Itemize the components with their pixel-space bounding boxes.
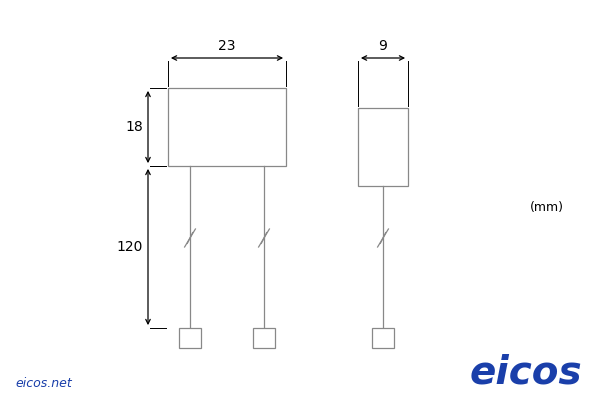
Bar xyxy=(372,328,394,348)
Text: (mm): (mm) xyxy=(530,202,564,214)
Text: 9: 9 xyxy=(379,39,388,53)
Text: 23: 23 xyxy=(218,39,236,53)
Text: 120: 120 xyxy=(116,240,143,254)
Text: eicos: eicos xyxy=(469,354,582,392)
Bar xyxy=(358,108,408,186)
Bar xyxy=(253,328,275,348)
Text: eicos.net: eicos.net xyxy=(15,377,72,390)
Bar xyxy=(179,328,201,348)
Bar xyxy=(168,88,286,166)
Text: 18: 18 xyxy=(125,120,143,134)
